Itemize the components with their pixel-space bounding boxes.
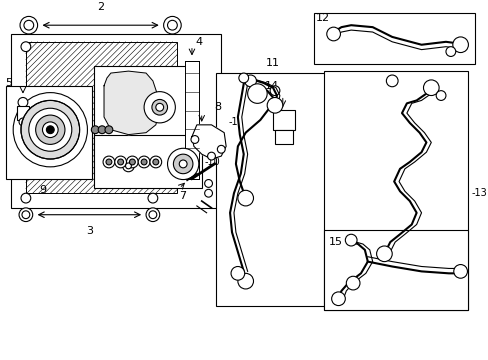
Text: 15: 15 (328, 237, 342, 247)
Circle shape (217, 145, 224, 153)
Text: 9: 9 (39, 185, 46, 195)
Text: 11: 11 (265, 58, 280, 68)
Circle shape (13, 93, 87, 167)
Circle shape (36, 115, 65, 144)
Text: -1: -1 (227, 117, 237, 127)
Circle shape (125, 163, 131, 169)
Circle shape (452, 37, 468, 53)
Circle shape (230, 266, 244, 280)
Bar (94, 66, 192, 174)
Bar (11, 34, 221, 208)
Text: -10: -10 (204, 157, 220, 167)
Circle shape (156, 103, 163, 111)
Text: -13: -13 (470, 188, 486, 198)
Polygon shape (192, 125, 225, 159)
Circle shape (21, 42, 31, 51)
Circle shape (376, 246, 391, 262)
Text: 2: 2 (97, 1, 104, 12)
Circle shape (179, 160, 187, 168)
Circle shape (345, 234, 356, 246)
Bar (323, 71, 468, 310)
Circle shape (115, 156, 126, 168)
Circle shape (122, 160, 134, 172)
Circle shape (244, 75, 256, 87)
Circle shape (24, 20, 34, 30)
Circle shape (126, 156, 138, 168)
Circle shape (98, 126, 106, 134)
Bar (313, 13, 474, 64)
Circle shape (105, 126, 113, 134)
Circle shape (237, 273, 253, 289)
Circle shape (173, 154, 193, 174)
Polygon shape (104, 71, 160, 135)
Circle shape (91, 126, 99, 134)
Circle shape (18, 98, 28, 107)
Circle shape (247, 84, 266, 103)
Circle shape (238, 73, 248, 83)
Text: 4: 4 (196, 37, 203, 47)
Bar (17, 106, 29, 120)
Circle shape (237, 190, 253, 206)
Circle shape (19, 118, 27, 126)
Circle shape (118, 159, 123, 165)
Circle shape (326, 27, 340, 41)
Circle shape (266, 98, 282, 113)
Circle shape (19, 208, 33, 221)
Circle shape (149, 211, 157, 219)
Circle shape (42, 122, 58, 138)
Circle shape (106, 159, 112, 165)
Bar (216, 73, 347, 306)
Circle shape (29, 108, 72, 151)
Bar (323, 230, 468, 310)
Circle shape (21, 193, 31, 203)
Circle shape (167, 20, 177, 30)
Circle shape (148, 193, 158, 203)
Circle shape (453, 265, 467, 278)
Text: 3: 3 (86, 226, 93, 237)
Circle shape (423, 80, 438, 95)
Bar (6, 86, 92, 179)
Bar (185, 61, 199, 179)
Circle shape (167, 148, 199, 180)
Circle shape (153, 159, 159, 165)
Circle shape (163, 17, 181, 34)
Circle shape (204, 180, 212, 187)
Circle shape (141, 159, 147, 165)
Circle shape (150, 156, 162, 168)
Text: 6: 6 (74, 113, 81, 123)
Circle shape (152, 99, 167, 115)
Circle shape (435, 91, 445, 100)
Circle shape (204, 189, 212, 197)
Circle shape (129, 159, 135, 165)
Circle shape (138, 156, 150, 168)
Circle shape (207, 152, 215, 160)
Text: 12: 12 (315, 13, 329, 23)
Bar (272, 110, 294, 130)
Circle shape (22, 211, 30, 219)
Circle shape (386, 75, 397, 87)
Text: 8: 8 (214, 102, 221, 112)
Circle shape (445, 47, 455, 57)
Circle shape (331, 292, 345, 306)
Bar (94, 135, 202, 188)
Circle shape (269, 86, 279, 95)
Circle shape (46, 126, 54, 134)
Text: 14: 14 (264, 81, 279, 91)
Circle shape (20, 17, 38, 34)
Bar (26, 42, 177, 193)
Text: 5: 5 (5, 78, 12, 88)
Bar (274, 130, 292, 144)
Circle shape (103, 156, 115, 168)
Circle shape (191, 136, 199, 143)
Text: 7: 7 (178, 191, 185, 201)
Circle shape (346, 276, 359, 290)
Circle shape (144, 92, 175, 123)
Circle shape (146, 208, 160, 221)
Circle shape (21, 100, 80, 159)
